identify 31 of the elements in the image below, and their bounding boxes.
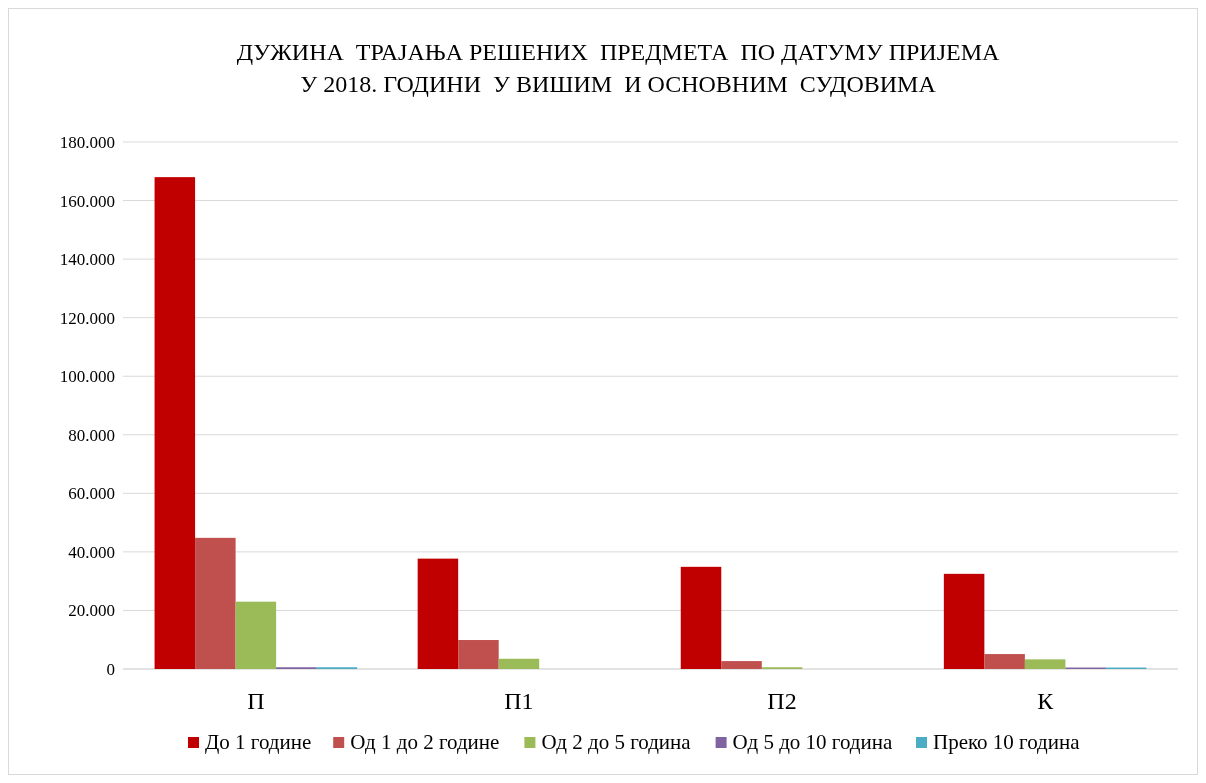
x-tick-label: К [1037,688,1055,714]
y-tick-label: 40.000 [68,542,115,562]
x-tick-label: П [247,688,265,714]
bar [721,661,762,669]
legend-label: До 1 године [205,730,312,754]
legend-label: Од 5 до 10 година [732,730,893,754]
y-tick-label: 60.000 [68,484,115,504]
y-tick-label: 20.000 [68,601,115,621]
y-tick-label: 80.000 [68,425,115,445]
y-tick-label: 120.000 [59,308,115,328]
x-tick-label: П1 [504,688,534,714]
bar [235,601,277,669]
y-tick-label: 100.000 [59,367,115,387]
y-tick-label: 140.000 [59,250,115,270]
legend-label: Од 2 до 5 година [541,730,692,754]
legend-label: Преко 10 година [933,730,1081,754]
legend-label: Од 1 до 2 године [350,730,500,754]
bar [984,654,1025,669]
y-tick-label: 180.000 [59,132,115,152]
bar [943,573,985,669]
x-tick-label: П2 [767,688,797,714]
bar [680,566,722,669]
y-tick-label: 0 [106,659,115,679]
bar [154,177,196,669]
bar [417,558,459,669]
chart-title: ДУЖИНА ТРАЈАЊА РЕШЕНИХ ПРЕДМЕТА ПО ДАТУМУ ПРИЈЕМА У 2018. ГОДИНИ У ВИШИМ И ОСНОВНИМ СУДОВИМА [236,39,1000,97]
bar [195,537,236,669]
bar [1024,659,1066,669]
y-tick-label: 160.000 [59,191,115,211]
bar [458,640,499,669]
bar [498,658,540,669]
